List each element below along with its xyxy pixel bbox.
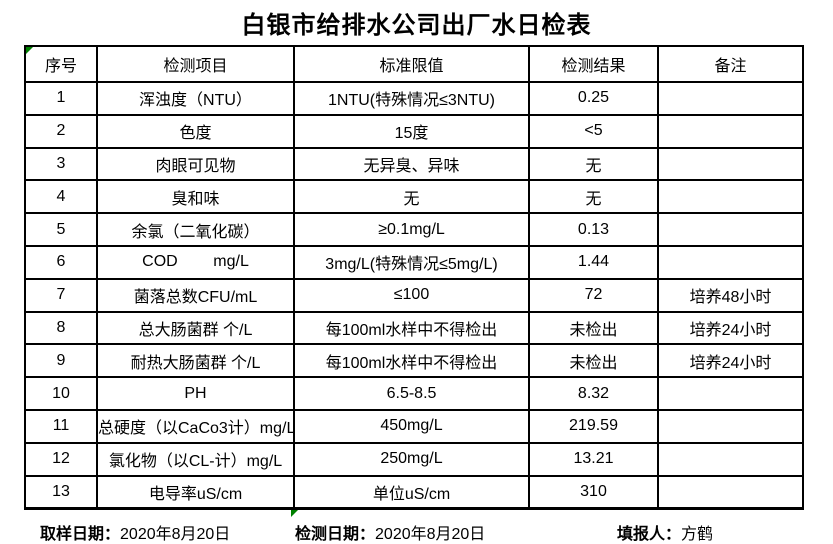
cell-limit: ≤100 (293, 277, 530, 313)
cell-result: 无 (528, 179, 659, 215)
test-date-value: 2020年8月20日 (375, 526, 486, 543)
header-row: 序号 检测项目 标准限值 检测结果 备注 (24, 45, 804, 83)
cell-result: 13.21 (528, 441, 659, 477)
cell-no: 9 (24, 343, 98, 379)
cell-result: 未检出 (528, 310, 659, 346)
sampling-date-value: 2020年8月20日 (120, 526, 231, 543)
sampling-date-label: 取样日期： (40, 526, 121, 543)
selection-marker-icon (291, 509, 298, 517)
cell-no: 12 (24, 441, 98, 477)
cell-no: 3 (24, 146, 98, 182)
cell-remark (657, 474, 804, 510)
table-row: 5 余氯（二氧化碳） ≥0.1mg/L 0.13 (24, 212, 804, 247)
cell-result: 72 (528, 277, 659, 313)
cell-no: 2 (24, 113, 98, 149)
cell-item: 浑浊度（NTU） (96, 81, 295, 116)
cell-limit: 450mg/L (293, 408, 530, 444)
cell-remark (657, 212, 804, 247)
cell-remark: 培养24小时 (657, 310, 804, 346)
cell-remark (657, 179, 804, 215)
inspection-table-wrap: 序号 检测项目 标准限值 检测结果 备注 1 浑浊度（NTU） 1NTU(特殊情… (24, 45, 804, 517)
header-item: 检测项目 (96, 45, 295, 83)
cell-item: 余氯（二氧化碳） (96, 212, 295, 247)
cell-limit: 单位uS/cm (293, 474, 530, 510)
cell-result: <5 (528, 113, 659, 149)
table-row: 2 色度 15度 <5 (24, 113, 804, 149)
table-row: 8 总大肠菌群 个/L 每100ml水样中不得检出 未检出 培养24小时 (24, 310, 804, 346)
cell-result: 219.59 (528, 408, 659, 444)
cell-limit: 6.5-8.5 (293, 376, 530, 411)
header-result: 检测结果 (528, 45, 659, 83)
page-title: 白银市给排水公司出厂水日检表 (241, 12, 592, 39)
table-row: 7 菌落总数CFU/mL ≤100 72 培养48小时 (24, 277, 804, 313)
cell-remark (657, 146, 804, 182)
cell-no: 11 (24, 408, 98, 444)
cell-item: 臭和味 (96, 179, 295, 215)
cell-remark (657, 244, 804, 280)
cell-limit: 3mg/L(特殊情况≤5mg/L) (293, 244, 530, 280)
cell-remark (657, 81, 804, 116)
cell-no: 1 (24, 81, 98, 116)
cell-no: 13 (24, 474, 98, 510)
cell-item: 色度 (96, 113, 295, 149)
cell-limit: 15度 (293, 113, 530, 149)
table-row: 4 臭和味 无 无 (24, 179, 804, 215)
cell-item: 电导率uS/cm (96, 474, 295, 510)
cell-item: 菌落总数CFU/mL (96, 277, 295, 313)
reporter-label: 填报人： (617, 526, 682, 543)
cell-result: 8.32 (528, 376, 659, 411)
test-date-label: 检测日期： (295, 526, 376, 543)
cell-item: 总硬度（以CaCo3计）mg/L (96, 408, 295, 444)
cell-result: 未检出 (528, 343, 659, 379)
cell-limit: 250mg/L (293, 441, 530, 477)
table-row: 3 肉眼可见物 无异臭、异味 无 (24, 146, 804, 182)
cell-result: 310 (528, 474, 659, 510)
table-row: 1 浑浊度（NTU） 1NTU(特殊情况≤3NTU) 0.25 (24, 81, 804, 116)
cell-no: 4 (24, 179, 98, 215)
header-limit: 标准限值 (293, 45, 530, 83)
test-date: 检测日期：2020年8月20日 (295, 520, 485, 544)
cell-item: 耐热大肠菌群 个/L (96, 343, 295, 379)
cell-item: COD mg/L (96, 244, 295, 280)
cell-corner-marker-icon (26, 47, 33, 54)
cell-limit: 无异臭、异味 (293, 146, 530, 182)
cell-no: 10 (24, 376, 98, 411)
cell-no: 5 (24, 212, 98, 247)
reporter-name-value: 方鹤 (681, 526, 714, 543)
table-row: 13 电导率uS/cm 单位uS/cm 310 (24, 474, 804, 510)
cell-limit: 1NTU(特殊情况≤3NTU) (293, 81, 530, 116)
table-row: 12 氯化物（以CL-计）mg/L 250mg/L 13.21 (24, 441, 804, 477)
cell-item: 氯化物（以CL-计）mg/L (96, 441, 295, 477)
footer: 取样日期：2020年8月20日 检测日期：2020年8月20日 填报人：方鹤 (0, 520, 833, 544)
cell-item: 肉眼可见物 (96, 146, 295, 182)
cell-no: 7 (24, 277, 98, 313)
inspection-table: 序号 检测项目 标准限值 检测结果 备注 1 浑浊度（NTU） 1NTU(特殊情… (24, 45, 804, 510)
cell-remark: 培养48小时 (657, 277, 804, 313)
cell-result: 无 (528, 146, 659, 182)
cell-remark: 培养24小时 (657, 343, 804, 379)
header-no: 序号 (24, 45, 98, 83)
cell-limit: ≥0.1mg/L (293, 212, 530, 247)
cell-limit: 每100ml水样中不得检出 (293, 310, 530, 346)
reporter: 填报人：方鹤 (617, 520, 713, 544)
header-remark: 备注 (657, 45, 804, 83)
cell-remark (657, 408, 804, 444)
table-row: 10 PH 6.5-8.5 8.32 (24, 376, 804, 411)
cell-result: 0.13 (528, 212, 659, 247)
cell-result: 1.44 (528, 244, 659, 280)
cell-remark (657, 113, 804, 149)
cell-item: PH (96, 376, 295, 411)
sampling-date: 取样日期：2020年8月20日 (40, 520, 230, 544)
cell-result: 0.25 (528, 81, 659, 116)
table-row: 9 耐热大肠菌群 个/L 每100ml水样中不得检出 未检出 培养24小时 (24, 343, 804, 379)
cell-limit: 每100ml水样中不得检出 (293, 343, 530, 379)
cell-remark (657, 376, 804, 411)
cell-remark (657, 441, 804, 477)
table-row: 6 COD mg/L 3mg/L(特殊情况≤5mg/L) 1.44 (24, 244, 804, 280)
table-row: 11 总硬度（以CaCo3计）mg/L 450mg/L 219.59 (24, 408, 804, 444)
cell-no: 6 (24, 244, 98, 280)
cell-limit: 无 (293, 179, 530, 215)
cell-item: 总大肠菌群 个/L (96, 310, 295, 346)
cell-no: 8 (24, 310, 98, 346)
